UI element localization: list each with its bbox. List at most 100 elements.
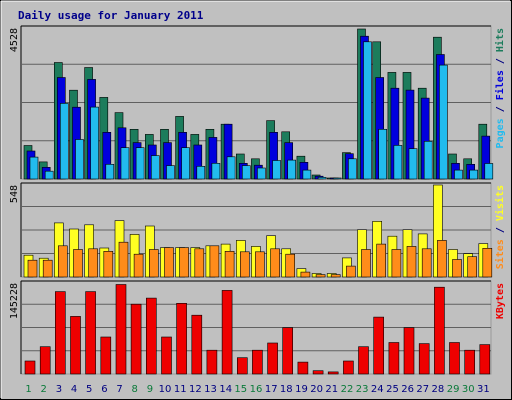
pages-bar-day-26 [408, 148, 418, 180]
panel-top-legend-4: Hits [494, 28, 506, 52]
sites-bar-day-7 [118, 241, 129, 278]
sites-bar-day-5 [88, 248, 98, 278]
pages-bar-day-30 [469, 169, 479, 180]
kbytes-bar-day-25 [388, 342, 400, 375]
panel-mid: 548 Sites / Visits [9, 182, 506, 278]
sites-bar-day-21 [330, 274, 341, 278]
pages-bar-day-22 [348, 158, 357, 180]
pages-bar-day-18 [287, 159, 297, 180]
day-label-27: 27 [416, 384, 429, 395]
panel-top-ymax-label: 4528 [9, 28, 20, 52]
panel-top: 4528 Pages / Files / Hits [9, 25, 506, 180]
kbytes-bar-day-6 [100, 336, 112, 375]
panel-mid-legend-2: Visits [494, 185, 506, 221]
pages-bar-day-27 [423, 141, 433, 180]
day-label-5: 5 [86, 384, 92, 395]
day-label-29: 29 [447, 384, 460, 395]
kbytes-bar-day-17 [267, 342, 278, 375]
day-label-14: 14 [219, 384, 232, 395]
sites-bar-day-24 [376, 243, 387, 278]
sites-bar-day-4 [73, 249, 83, 278]
kbytes-bar-day-21 [327, 371, 339, 375]
day-label-31: 31 [477, 384, 490, 395]
kbytes-bar-day-7 [115, 284, 127, 375]
kbytes-bar-day-23 [358, 346, 369, 375]
sites-bar-day-9 [149, 249, 159, 278]
day-label-9: 9 [147, 384, 153, 395]
kbytes-bar-day-30 [464, 349, 476, 375]
sites-bar-day-22 [346, 265, 356, 278]
pages-bar-day-9 [151, 155, 160, 180]
pages-bar-day-5 [90, 106, 99, 180]
pages-bar-day-28 [439, 64, 448, 180]
day-label-8: 8 [132, 384, 138, 395]
sites-bar-day-3 [57, 245, 68, 278]
panel-mid-legend-1: / [495, 221, 506, 239]
pages-bar-day-21 [332, 177, 342, 180]
day-label-7: 7 [116, 384, 122, 395]
panel-mid-right-title: Sites / Visits [494, 185, 506, 269]
panel-bot: 145228 KBytes [9, 280, 506, 375]
pages-bar-day-31 [484, 163, 494, 180]
pages-bar-day-19 [302, 169, 312, 180]
sites-bar-day-17 [270, 248, 280, 278]
kbytes-bar-day-5 [85, 291, 96, 375]
day-label-2: 2 [41, 384, 47, 395]
sites-bar-day-2 [42, 259, 53, 278]
day-label-20: 20 [310, 384, 323, 395]
sites-bar-day-23 [361, 249, 371, 278]
sites-bar-day-28 [437, 240, 447, 278]
pages-bar-day-1 [29, 156, 39, 180]
day-label-26: 26 [401, 384, 414, 395]
sites-bar-day-14 [224, 251, 235, 278]
sites-bar-day-15 [240, 251, 250, 278]
kbytes-bar-day-18 [282, 327, 294, 375]
pages-bar-day-3 [59, 103, 69, 180]
sites-bar-day-10 [164, 247, 174, 278]
pages-bar-day-24 [378, 129, 388, 180]
kbytes-bar-day-31 [479, 344, 491, 375]
day-label-17: 17 [265, 384, 278, 395]
day-label-1: 1 [25, 384, 31, 395]
kbytes-bar-day-4 [70, 316, 81, 375]
panel-bot-right-title: KBytes [495, 283, 506, 319]
panel-top-right-title: Pages / Files / Hits [494, 28, 506, 148]
pages-bar-day-2 [44, 170, 54, 180]
sites-bar-day-31 [482, 248, 493, 278]
kbytes-bar-day-19 [297, 361, 309, 375]
day-label-13: 13 [204, 384, 217, 395]
kbytes-bar-day-9 [146, 297, 157, 375]
kbytes-bar-day-16 [252, 349, 263, 375]
sites-bar-day-18 [285, 253, 296, 278]
pages-bar-day-8 [135, 147, 145, 180]
day-label-16: 16 [250, 384, 263, 395]
kbytes-bar-day-10 [161, 336, 172, 375]
panel-top-legend-1: / [495, 100, 506, 118]
day-label-25: 25 [386, 384, 399, 395]
panel-top-legend-3: / [495, 52, 506, 70]
day-label-11: 11 [174, 384, 187, 395]
day-label-10: 10 [159, 384, 172, 395]
kbytes-bar-day-13 [206, 349, 218, 375]
kbytes-bar-day-15 [237, 357, 248, 375]
pages-bar-day-7 [120, 147, 130, 180]
sites-bar-day-25 [391, 249, 402, 278]
panel-bot-ymax-label: 145228 [9, 283, 20, 319]
day-label-12: 12 [189, 384, 202, 395]
pages-bar-day-4 [75, 139, 84, 180]
day-label-19: 19 [295, 384, 308, 395]
kbytes-bar-day-27 [418, 343, 430, 375]
pages-bar-day-11 [181, 147, 190, 180]
chart-panels: 4528 Pages / Files / Hits 548 Sites / Visit… [9, 25, 506, 375]
pages-bar-day-16 [257, 167, 266, 180]
kbytes-bar-day-28 [434, 286, 445, 375]
kbytes-bar-day-24 [373, 316, 385, 375]
sites-bar-day-19 [300, 271, 311, 278]
panel-bot-legend-0: KBytes [495, 283, 506, 319]
pages-bar-day-25 [393, 145, 403, 180]
kbytes-bar-day-26 [403, 327, 415, 375]
pages-bar-day-14 [226, 156, 236, 180]
sites-bar-day-12 [194, 248, 205, 278]
sites-bar-day-16 [255, 251, 265, 278]
day-labels: 1 2 3 4 5 6 7 8 9 10 11 12 13 14 15 16 17 18 19 20 21 22 23 24 2… [25, 384, 489, 395]
